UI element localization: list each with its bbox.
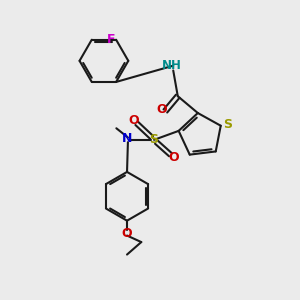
Text: N: N xyxy=(122,132,132,146)
Text: O: O xyxy=(122,227,132,240)
Text: O: O xyxy=(157,103,167,116)
Text: O: O xyxy=(169,151,179,164)
Text: F: F xyxy=(106,33,115,46)
Text: O: O xyxy=(128,114,139,127)
Text: S: S xyxy=(150,133,159,146)
Text: NH: NH xyxy=(162,58,182,72)
Text: S: S xyxy=(223,118,232,131)
